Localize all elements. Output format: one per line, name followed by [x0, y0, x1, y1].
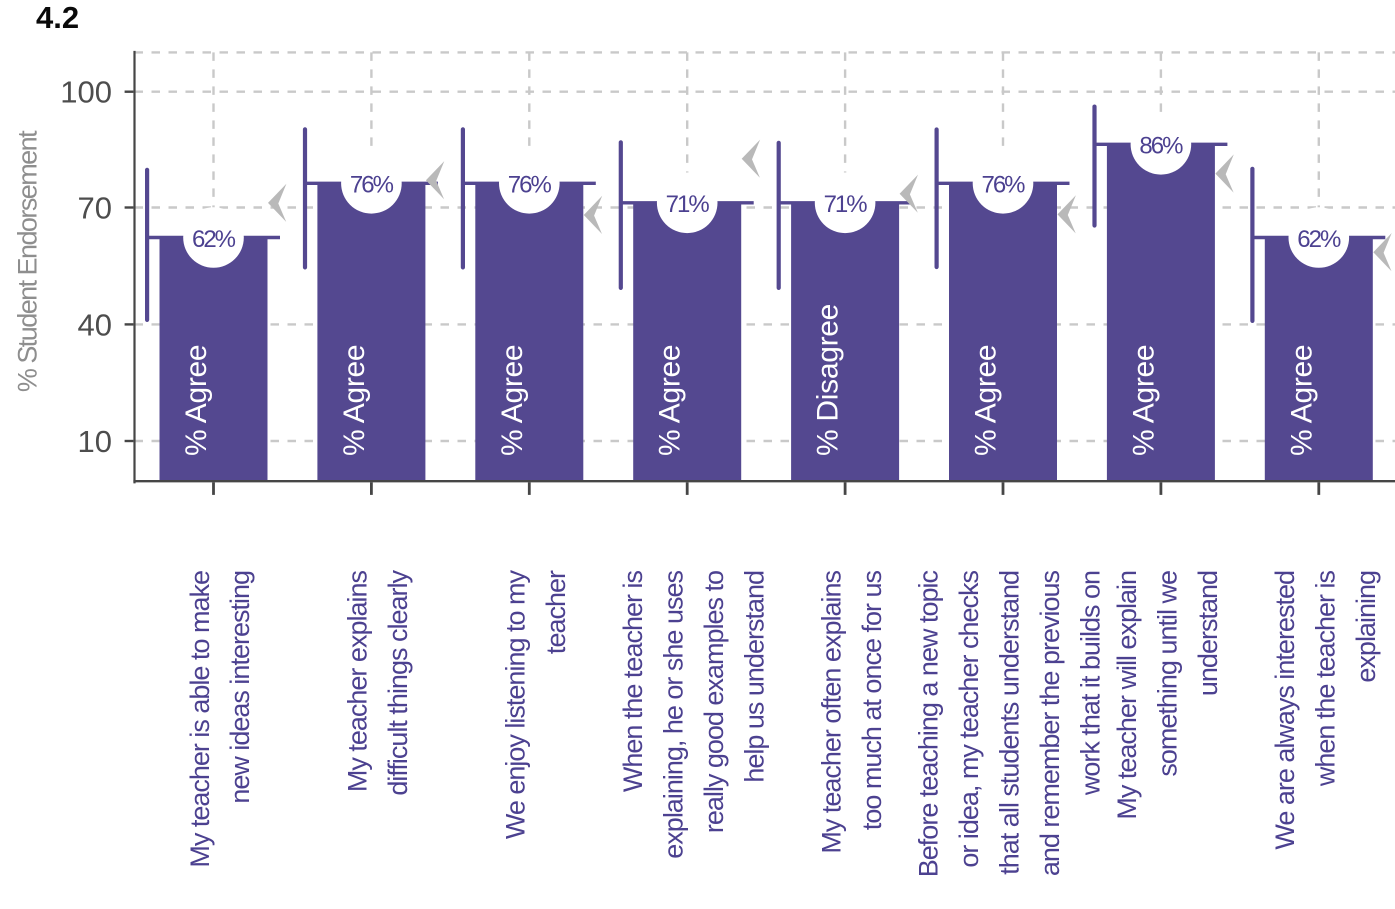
svg-text:76%: 76%	[508, 172, 552, 199]
svg-text:% Agree: % Agree	[970, 345, 1003, 456]
svg-text:that all students understand: that all students understand	[995, 571, 1025, 875]
svg-text:71%: 71%	[666, 191, 710, 218]
svg-text:40: 40	[78, 307, 112, 342]
svg-text:100: 100	[60, 75, 112, 110]
svg-text:% Agree: % Agree	[496, 345, 529, 456]
svg-text:We are always interested: We are always interested	[1270, 571, 1300, 850]
svg-text:% Agree: % Agree	[338, 345, 371, 456]
svg-text:76%: 76%	[350, 172, 394, 199]
svg-text:My teacher will explain: My teacher will explain	[1112, 571, 1142, 820]
svg-text:We enjoy listening to my: We enjoy listening to my	[501, 570, 531, 840]
svg-text:62%: 62%	[192, 226, 236, 253]
svg-text:% Agree: % Agree	[654, 345, 687, 456]
svg-text:when the teacher is: when the teacher is	[1310, 571, 1340, 788]
svg-text:76%: 76%	[981, 172, 1025, 199]
svg-text:difficult things clearly: difficult things clearly	[383, 570, 413, 796]
svg-text:and remember the previous: and remember the previous	[1035, 571, 1065, 877]
svg-text:new ideas interesting: new ideas interesting	[225, 571, 255, 804]
svg-text:understand: understand	[1193, 571, 1223, 696]
svg-text:something until we: something until we	[1152, 571, 1182, 777]
svg-text:My teacher often explains: My teacher often explains	[816, 571, 846, 854]
svg-text:My teacher explains: My teacher explains	[343, 571, 373, 793]
svg-text:% Agree: % Agree	[180, 345, 213, 456]
svg-text:71%: 71%	[824, 191, 868, 218]
svg-text:teacher: teacher	[541, 570, 571, 654]
svg-text:4.2: 4.2	[36, 0, 79, 35]
svg-text:too much at once for us: too much at once for us	[857, 571, 887, 831]
svg-text:% Agree: % Agree	[1127, 345, 1160, 456]
svg-text:explaining: explaining	[1351, 571, 1381, 683]
svg-text:% Student Endorsement: % Student Endorsement	[13, 130, 43, 392]
svg-text:My teacher is able to make: My teacher is able to make	[185, 571, 215, 868]
svg-text:really good examples to: really good examples to	[699, 571, 729, 833]
svg-text:explaining, he or she uses: explaining, he or she uses	[659, 571, 689, 859]
svg-text:work that it builds on: work that it builds on	[1076, 571, 1106, 796]
svg-text:10: 10	[78, 424, 112, 459]
svg-text:When the teacher is: When the teacher is	[618, 571, 648, 793]
svg-text:% Disagree: % Disagree	[812, 304, 845, 456]
svg-text:70: 70	[78, 191, 112, 226]
svg-text:Before teaching a new topic: Before teaching a new topic	[914, 571, 944, 878]
svg-text:or idea, my teacher checks: or idea, my teacher checks	[954, 571, 984, 868]
svg-text:62%: 62%	[1297, 226, 1341, 253]
svg-text:% Agree: % Agree	[1285, 345, 1318, 456]
svg-text:help us understand: help us understand	[740, 571, 770, 783]
svg-text:86%: 86%	[1139, 133, 1183, 160]
